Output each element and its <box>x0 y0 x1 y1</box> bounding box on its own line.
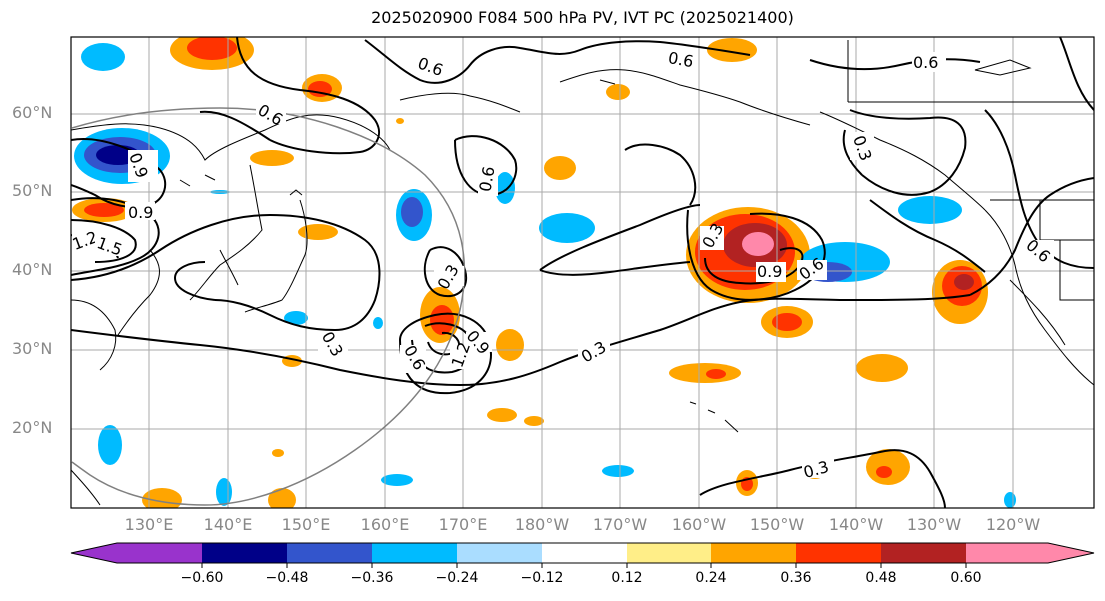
pv-blob-red <box>772 313 802 331</box>
lon-label: 130°W <box>906 515 962 534</box>
pv-blob-red <box>876 466 892 478</box>
colorbar-tick-label: 0.36 <box>780 570 812 586</box>
lon-label: 180°W <box>514 515 570 534</box>
colorbar-segment <box>542 543 627 563</box>
colorbar-tick-label: 0.48 <box>865 570 897 586</box>
colorbar-extend-min <box>71 543 117 563</box>
pv-blob-blue <box>401 197 423 227</box>
colorbar-tick-label: −0.24 <box>435 570 479 586</box>
colorbar <box>70 542 1095 568</box>
contour-label: 0.6 <box>667 48 695 71</box>
contour-label: 0.6 <box>475 165 498 193</box>
pv-blob-orange <box>268 488 296 508</box>
colorbar-tick-label: 0.60 <box>950 570 982 586</box>
colorbar-segment <box>287 543 372 563</box>
colorbar-tick-label: −0.60 <box>180 570 224 586</box>
pv-blob-cyan <box>602 465 634 477</box>
pv-blob-cyan <box>381 474 413 486</box>
pv-blob-orange <box>669 363 741 383</box>
colorbar-tick-label: −0.48 <box>265 570 309 586</box>
pv-blob-orange <box>298 224 338 240</box>
colorbar-segment <box>372 543 457 563</box>
pv-blob-pink <box>742 232 774 256</box>
pv-blob-orange <box>396 118 404 124</box>
colorbar-segment <box>627 543 711 563</box>
pv-blob-red <box>706 369 726 379</box>
lat-label: 20°N <box>12 418 53 437</box>
lat-label: 40°N <box>12 260 53 279</box>
pv-blob-orange <box>856 354 908 382</box>
colorbar-outline <box>70 542 1095 564</box>
pv-blob-orange <box>496 329 524 361</box>
lon-label: 150°E <box>281 515 331 534</box>
pv-blob-orange <box>272 449 284 457</box>
lon-label: 160°W <box>671 515 727 534</box>
pv-blob-orange <box>250 150 294 166</box>
lon-label: 130°E <box>124 515 174 534</box>
colorbar-tick-label: −0.36 <box>350 570 394 586</box>
lat-label: 50°N <box>12 181 53 200</box>
pv-blob-cyan <box>216 478 232 506</box>
ivt-contours <box>71 37 1094 508</box>
contour-label: 0.3 <box>318 328 347 360</box>
lon-label: 160°E <box>360 515 410 534</box>
contour-label-group: 0.6 0.6 0.6 0.6 0.9 0.9 1.2 1.5 0.3 0.3 … <box>71 48 1054 482</box>
pv-blob-red <box>187 37 237 60</box>
colorbar-tick-label: 0.12 <box>611 570 643 586</box>
range-circle <box>71 107 466 506</box>
colorbar-segment <box>796 543 881 563</box>
pv-blob-cyan <box>98 425 122 465</box>
map-title: 2025020900 F084 500 hPa PV, IVT PC (2025… <box>371 8 794 27</box>
lon-label: 170°E <box>438 515 488 534</box>
pv-blob-orange <box>544 156 576 180</box>
lon-label: 170°W <box>592 515 648 534</box>
colorbar-segment <box>711 543 796 563</box>
pv-blob-cyan <box>373 317 383 329</box>
lon-label: 150°W <box>749 515 805 534</box>
map-frame <box>70 36 1095 509</box>
pv-blob-orange <box>707 38 757 62</box>
colorbar-tick-label: −0.12 <box>520 570 564 586</box>
lat-label: 60°N <box>12 103 53 122</box>
colorbar-segment <box>966 543 1048 563</box>
contour-label: 0.9 <box>757 262 782 281</box>
pv-blob-orange <box>606 84 630 100</box>
colorbar-tick-label: 0.24 <box>695 570 727 586</box>
pv-blob-red <box>84 203 124 217</box>
pv-blob-cyan <box>539 213 595 243</box>
pv-blob-orange <box>524 416 544 426</box>
lon-label: 140°W <box>828 515 884 534</box>
colorbar-segment <box>881 543 966 563</box>
contour-label: 0.9 <box>128 203 153 222</box>
lon-label: 120°W <box>985 515 1041 534</box>
colorbar-extend-max <box>1048 543 1094 563</box>
pv-blob-cyan <box>284 311 308 325</box>
contour-label: 0.6 <box>913 53 938 72</box>
colorbar-segment <box>202 543 287 563</box>
lon-label: 140°E <box>203 515 253 534</box>
pv-blob-cyan <box>1004 492 1016 508</box>
pv-blob-cyan <box>495 172 515 204</box>
colorbar-segment <box>117 543 202 563</box>
pv-blob-orange <box>487 408 517 422</box>
colorbar-segment <box>457 543 542 563</box>
lat-label: 30°N <box>12 339 53 358</box>
pv-blob-darkred <box>954 274 974 290</box>
pv-blob-red <box>430 305 454 335</box>
pv-blob-cyan <box>898 196 962 224</box>
coastlines <box>71 40 1094 506</box>
pv-blob-cyan <box>81 43 125 71</box>
